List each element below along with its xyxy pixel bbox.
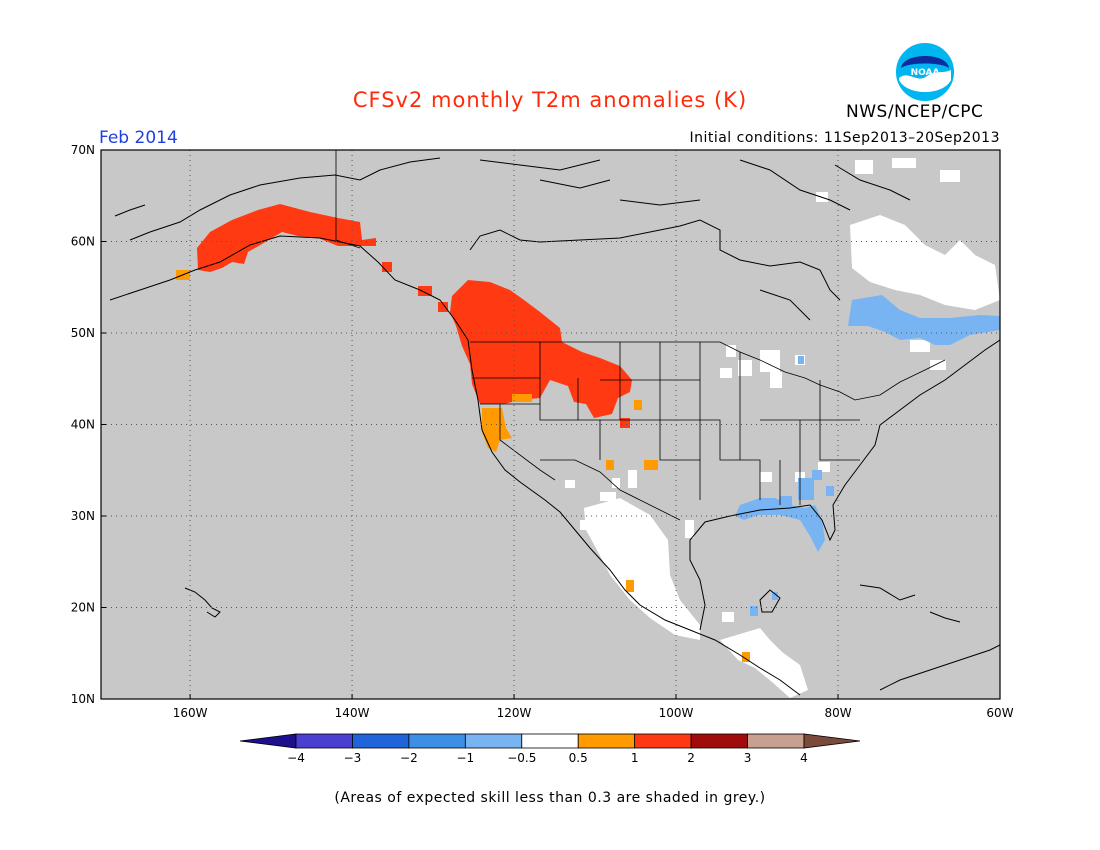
legend-swatch: [464, 733, 523, 749]
legend-swatch: [747, 733, 805, 749]
forecast-month: Feb 2014: [99, 128, 178, 148]
anomaly-warm-1-2: [197, 204, 632, 428]
legend-label: −2: [400, 751, 418, 765]
legend-swatch: [295, 733, 353, 749]
lon-tick-label: 100W: [659, 706, 694, 720]
legend-arrow-low: [239, 733, 297, 749]
map-title: CFSv2 monthly T2m anomalies (K): [352, 88, 748, 112]
initial-conditions: Initial conditions: 11Sep2013–20Sep2013: [689, 130, 1000, 146]
legend-swatch: [352, 733, 410, 749]
legend-label: −1: [456, 751, 474, 765]
lat-tick-label: 60N: [71, 235, 95, 249]
legend-label: 0.5: [569, 751, 588, 765]
legend-swatch: [408, 733, 466, 749]
lon-tick-label: 160W: [173, 706, 208, 720]
legend-swatch: [634, 733, 692, 749]
legend-label: −0.5: [507, 751, 536, 765]
lon-tick-label: 140W: [335, 706, 370, 720]
legend-swatch: [690, 733, 748, 749]
legend-arrow-high: [803, 733, 861, 749]
legend-label: −4: [287, 751, 305, 765]
legend-label: 4: [800, 751, 808, 765]
lon-tick-label: 80W: [824, 706, 851, 720]
color-legend: −4 −3 −2 −1 −0.5 0.5 1 2 3 4: [239, 733, 861, 765]
lon-tick-label: 60W: [986, 706, 1013, 720]
org-label: NWS/NCEP/CPC: [846, 102, 984, 122]
anomaly-map: 160W 140W 120W 100W 80W 60W 10N 20N 30N 40N 50N 60N…: [71, 143, 1014, 720]
legend-label: −3: [344, 751, 362, 765]
lat-tick-label: 10N: [71, 692, 95, 706]
legend-label: 2: [687, 751, 695, 765]
noaa-logo: [894, 41, 956, 103]
anomaly-near-normal: [565, 158, 1000, 698]
lat-tick-label: 70N: [71, 143, 95, 157]
legend-label: 3: [744, 751, 752, 765]
lat-tick-label: 40N: [71, 418, 95, 432]
lat-tick-label: 50N: [71, 326, 95, 340]
lat-tick-label: 30N: [71, 509, 95, 523]
legend-swatch: [577, 733, 636, 749]
lon-tick-label: 120W: [497, 706, 532, 720]
legend-swatch: [521, 733, 579, 749]
legend-label: 1: [631, 751, 639, 765]
coastlines: [109, 157, 1000, 696]
axis-ticks: 160W 140W 120W 100W 80W 60W 10N 20N 30N 40N 50N 60N…: [71, 143, 1014, 720]
lat-tick-label: 20N: [71, 601, 95, 615]
skill-note: (Areas of expected skill less than 0.3 a…: [334, 790, 766, 806]
